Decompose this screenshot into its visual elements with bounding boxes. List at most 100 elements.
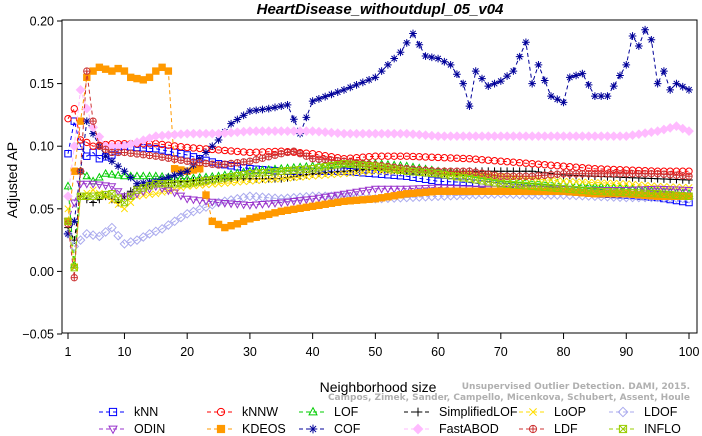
data-point-ldf xyxy=(308,155,317,163)
data-point-cof xyxy=(540,76,549,85)
data-point-ldf xyxy=(622,170,630,178)
data-point-ldf xyxy=(95,142,104,150)
data-point-kdeos xyxy=(346,197,354,205)
data-point-loop xyxy=(365,168,373,176)
legend-item-kdeos: KDEOS xyxy=(206,421,286,436)
data-point-fastabod xyxy=(270,126,280,137)
data-point-loop xyxy=(145,191,154,199)
y-tick-label: 0.00 xyxy=(30,265,54,279)
data-point-fastabod xyxy=(452,131,462,142)
data-point-fastabod xyxy=(263,126,274,137)
data-point-kdeos xyxy=(334,198,342,206)
data-point-loop xyxy=(616,179,624,188)
data-point-fastabod xyxy=(533,131,544,142)
data-point-ldf xyxy=(672,171,681,179)
data-point-fastabod xyxy=(596,131,607,142)
data-point-kdeos xyxy=(390,192,398,200)
legend-swatch xyxy=(519,424,547,433)
data-point-ldf xyxy=(183,157,191,165)
data-point-ldf xyxy=(572,170,580,178)
data-point-odin xyxy=(101,182,111,191)
data-point-ldf xyxy=(509,172,518,180)
data-point-cof xyxy=(289,115,298,124)
data-point-ldf xyxy=(108,148,116,157)
data-point-ldof xyxy=(251,191,262,202)
data-point-kdeos xyxy=(290,205,298,214)
data-point-ldf xyxy=(559,170,568,178)
data-point-kdeos xyxy=(170,165,179,173)
data-point-fastabod xyxy=(684,126,694,137)
data-point-ldf xyxy=(321,156,329,164)
data-point-odin xyxy=(239,201,249,210)
data-point-kdeos xyxy=(409,189,417,197)
data-point-fastabod xyxy=(401,128,412,139)
data-point-inflo xyxy=(108,190,116,198)
data-point-cof xyxy=(434,54,442,63)
series-line-odin xyxy=(67,183,690,222)
data-point-fastabod xyxy=(458,131,469,142)
data-point-ldf xyxy=(484,170,492,178)
legend-label: LoOP xyxy=(554,404,586,419)
data-point-odin xyxy=(377,185,387,194)
watermark: Unsupervised Outlier Detection. DAMI, 20… xyxy=(328,382,690,404)
data-point-lof xyxy=(82,171,92,180)
data-point-odin xyxy=(333,191,343,200)
data-point-cof xyxy=(114,162,123,171)
data-point-ldf xyxy=(666,171,674,179)
data-point-kdeos xyxy=(472,187,480,195)
data-point-cof xyxy=(333,88,342,96)
data-point-ldf xyxy=(591,170,599,178)
data-point-fastabod xyxy=(339,128,349,139)
data-point-fastabod xyxy=(301,126,312,137)
data-point-fastabod xyxy=(383,128,393,139)
data-point-cof xyxy=(672,79,681,88)
data-point-kdeos xyxy=(202,191,210,199)
legend-label: LOF xyxy=(334,404,359,419)
data-point-loop xyxy=(246,177,254,185)
data-point-lof xyxy=(584,180,594,189)
data-point-kdeos xyxy=(239,217,248,226)
data-point-fastabod xyxy=(370,128,381,139)
legend-swatch xyxy=(207,424,235,433)
data-point-lof xyxy=(132,171,142,180)
data-point-ldof xyxy=(100,227,111,237)
legend-item-odin: ODIN xyxy=(98,421,165,436)
data-point-cof xyxy=(641,25,649,34)
data-point-ldf xyxy=(120,148,129,157)
data-point-odin xyxy=(358,187,368,196)
data-point-loop xyxy=(610,179,618,187)
data-point-fastabod xyxy=(63,191,73,202)
legend-label: COF xyxy=(334,421,361,436)
data-point-loop xyxy=(340,170,348,178)
data-point-ldof xyxy=(113,230,124,241)
data-point-inflo xyxy=(127,192,135,200)
data-point-kdeos xyxy=(152,67,160,75)
data-point-cof xyxy=(628,32,637,40)
data-point-cof xyxy=(622,60,631,69)
data-point-cof xyxy=(151,177,160,186)
data-point-cof xyxy=(164,173,173,182)
data-point-cof xyxy=(177,169,185,178)
data-point-fastabod xyxy=(439,131,450,142)
data-point-ldf xyxy=(290,147,298,155)
data-point-cof xyxy=(465,102,474,110)
data-point-ldf xyxy=(302,152,311,160)
data-point-loop xyxy=(603,179,612,187)
data-point-knnw xyxy=(83,138,91,147)
data-point-kdeos xyxy=(509,187,518,195)
data-point-ldf xyxy=(271,151,279,159)
data-point-cof xyxy=(70,217,79,226)
x-axis: 1 10 20 30 40 50 60 70 80 90 100 xyxy=(65,333,699,359)
data-point-lof xyxy=(107,169,117,178)
data-point-cof xyxy=(559,98,568,107)
data-point-ldf xyxy=(528,172,536,180)
data-point-kdeos xyxy=(352,196,361,204)
data-point-fastabod xyxy=(357,128,368,139)
series-line-cof xyxy=(67,28,690,235)
data-point-loop xyxy=(296,173,304,181)
data-point-ldf xyxy=(641,170,649,178)
data-point-kdeos xyxy=(108,67,116,75)
data-point-ldf xyxy=(616,170,624,178)
data-point-ldf xyxy=(233,159,242,167)
data-point-loop xyxy=(578,178,586,186)
